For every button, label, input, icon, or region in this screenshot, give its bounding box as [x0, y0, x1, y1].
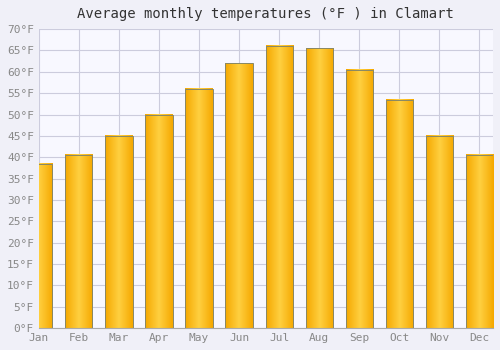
- Title: Average monthly temperatures (°F ) in Clamart: Average monthly temperatures (°F ) in Cl…: [78, 7, 454, 21]
